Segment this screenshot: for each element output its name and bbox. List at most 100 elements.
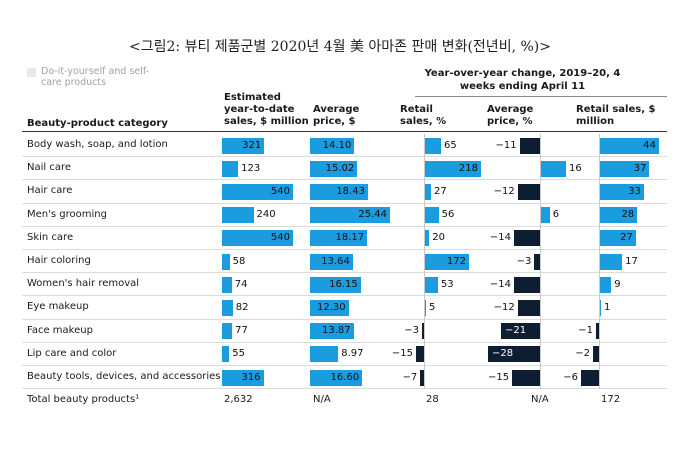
bar-label-1-men-s-grooming: 240 [256,209,276,221]
bar-5-women-s-hair-removal [599,276,612,293]
bar-label-1-hair-care: 540 [270,186,290,197]
bar-2-men-s-grooming [310,207,390,224]
bar-3-men-s-grooming [424,207,439,224]
bar-1-beauty-tools-devices-and-accessories [222,369,264,386]
row-label-hair-coloring: Hair coloring [27,255,91,266]
bar-label-5-beauty-tools-devices-and-accessories: −6 [563,371,578,383]
bar-label-2-face-makeup: 13.87 [321,325,351,337]
bar-1-men-s-grooming [222,207,254,224]
bar-label-4-hair-coloring: −3 [516,255,532,267]
bar-5-hair-coloring [599,253,623,270]
bar-label-2-beauty-tools-devices-and-accessories: 16.60 [330,371,360,383]
zero-axis-1 [424,134,425,390]
header-price-pct: Average price, % [487,104,534,127]
bar-label-3-eye-makeup: 5 [429,302,436,313]
bar-label-4-eye-makeup: −12 [493,302,515,313]
row-separator [22,225,667,227]
row-separator [22,295,667,297]
bar-5-face-makeup [596,323,599,340]
bar-label-5-body-wash-soap-and-lotion: 44 [643,139,656,151]
bar-1-lip-care-and-color [222,346,230,363]
bar-label-1-beauty-tools-devices-and-accessories: 316 [241,371,261,383]
bar-3-women-s-hair-removal [424,276,438,293]
bar-2-face-makeup [310,323,354,340]
row-separator [22,202,667,204]
total-value-2: N/A [313,394,331,406]
row-label-nail-care: Nail care [27,162,72,174]
bar-4-eye-makeup [517,300,540,316]
bar-2-lip-care-and-color [310,346,339,363]
bar-label-2-lip-care-and-color: 8.97 [341,348,364,360]
bar-1-face-makeup [222,323,233,340]
bar-3-beauty-tools-devices-and-accessories [420,369,424,386]
bar-4-women-s-hair-removal [514,276,540,293]
bar-1-eye-makeup [222,300,233,316]
bar-4-hair-care [517,184,540,200]
bar-2-hair-care [310,184,368,200]
bar-label-2-men-s-grooming: 25.44 [358,209,387,221]
bar-label-5-hair-care: 33 [628,186,641,197]
bar-2-women-s-hair-removal [310,276,361,293]
total-label: Total beauty products¹ [27,394,140,406]
legend-swatch [27,68,36,77]
row-separator [22,272,667,274]
bar-label-4-body-wash-soap-and-lotion: −11 [495,139,517,151]
bar-label-2-hair-care: 18.43 [336,186,365,197]
bar-label-5-eye-makeup: 1 [604,302,611,313]
legend-label: Do-it-yourself and self-care products [41,66,150,88]
bar-label-4-men-s-grooming: 6 [552,209,560,221]
header-retail-pct: Retail sales, % [400,104,447,127]
row-separator [22,388,667,390]
bar-4-nail-care [540,160,566,177]
bar-label-4-women-s-hair-removal: −14 [489,278,511,290]
bar-2-nail-care [310,160,358,177]
bar-label-3-nail-care: 218 [458,162,478,174]
bar-3-nail-care [424,160,481,177]
bar-3-hair-care [424,184,432,200]
bar-label-5-lip-care-and-color: −2 [575,348,590,360]
bar-5-hair-care [599,184,644,200]
bar-1-hair-care [222,184,293,200]
total-value-3: 28 [426,394,439,406]
bar-label-4-skin-care: −14 [489,232,511,244]
yoy-header: Year-over-year change, 2019–20, 4 weeks … [424,68,621,92]
bar-label-5-nail-care: 37 [633,162,647,174]
row-separator [22,249,667,250]
figure-title: <그림2: 뷰티 제품군별 2020년 4월 美 아마존 판매 변화(전년비, … [129,39,551,55]
bar-3-face-makeup [422,323,424,340]
bar-label-1-face-makeup: 77 [235,325,248,337]
bar-label-1-lip-care-and-color: 55 [232,348,245,360]
bar-4-lip-care-and-color [488,346,540,363]
header-retail-million: Retail sales, $ million [576,104,656,127]
bar-1-skin-care [222,230,293,247]
bar-2-body-wash-soap-and-lotion [310,137,355,154]
bar-label-2-body-wash-soap-and-lotion: 14.10 [322,139,352,151]
bar-4-men-s-grooming [540,207,550,224]
bar-3-hair-coloring [424,253,469,270]
bar-label-1-body-wash-soap-and-lotion: 321 [242,139,262,151]
row-label-men-s-grooming: Men's grooming [27,208,107,220]
bar-label-4-beauty-tools-devices-and-accessories: −15 [488,371,510,383]
bar-2-beauty-tools-devices-and-accessories [310,369,363,386]
total-value-4: N/A [531,394,549,406]
row-label-hair-care: Hair care [27,185,73,197]
bar-label-1-skin-care: 540 [270,232,290,244]
bar-3-lip-care-and-color [416,346,424,363]
bar-3-skin-care [424,230,430,247]
bar-label-4-nail-care: 16 [569,162,582,174]
bar-1-nail-care [222,160,239,177]
bar-5-skin-care [599,230,636,247]
bar-2-hair-coloring [310,253,353,270]
bar-1-women-s-hair-removal [222,276,232,293]
zero-axis-3 [599,134,600,390]
bar-label-3-hair-care: 27 [434,186,447,197]
bar-1-body-wash-soap-and-lotion [222,137,265,154]
bar-label-5-skin-care: 27 [620,232,633,244]
row-separator [22,318,667,320]
bar-label-5-women-s-hair-removal: 9 [614,278,621,290]
zero-axis-2 [540,134,541,390]
header-rule [22,131,667,132]
total-value-1: 2,632 [224,394,253,406]
bar-5-nail-care [599,160,650,177]
bar-4-hair-coloring [534,253,540,270]
